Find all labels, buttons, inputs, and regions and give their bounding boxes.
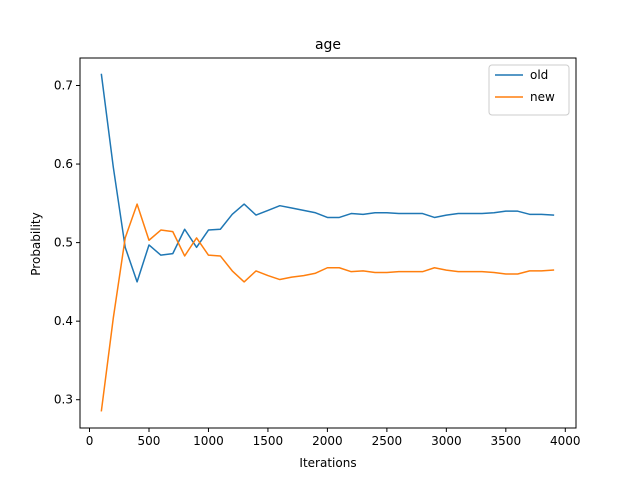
y-tick-label: 0.3 xyxy=(54,393,73,407)
x-tick-label: 2000 xyxy=(312,434,343,448)
x-tick-label: 3000 xyxy=(431,434,462,448)
x-tick-label: 3500 xyxy=(491,434,522,448)
x-tick-label: 1000 xyxy=(193,434,224,448)
x-tick-label: 500 xyxy=(138,434,161,448)
y-tick-label: 0.4 xyxy=(54,314,73,328)
y-tick-label: 0.5 xyxy=(54,236,73,250)
x-axis-label: Iterations xyxy=(299,456,356,470)
x-tick-label: 2500 xyxy=(372,434,403,448)
series-line-new xyxy=(100,203,555,412)
y-axis-ticks: 0.3 0.4 0.5 0.6 0.7 xyxy=(54,78,80,407)
legend-label-new: new xyxy=(530,90,555,104)
legend-box xyxy=(488,64,570,116)
x-tick-label: 4000 xyxy=(550,434,581,448)
legend: old new xyxy=(488,64,570,116)
plot-area xyxy=(100,73,555,412)
chart-title: age xyxy=(315,37,341,53)
y-axis-label: Probability xyxy=(29,212,43,275)
series-line-old xyxy=(100,73,555,283)
x-tick-label: 1500 xyxy=(253,434,284,448)
x-tick-label: 0 xyxy=(86,434,94,448)
x-axis-ticks: 0 500 1000 1500 2000 2500 3000 3500 4000 xyxy=(86,428,581,448)
axes-frame xyxy=(79,57,577,429)
y-tick-label: 0.7 xyxy=(54,78,73,92)
y-tick-label: 0.6 xyxy=(54,157,73,171)
legend-label-old: old xyxy=(530,68,548,82)
